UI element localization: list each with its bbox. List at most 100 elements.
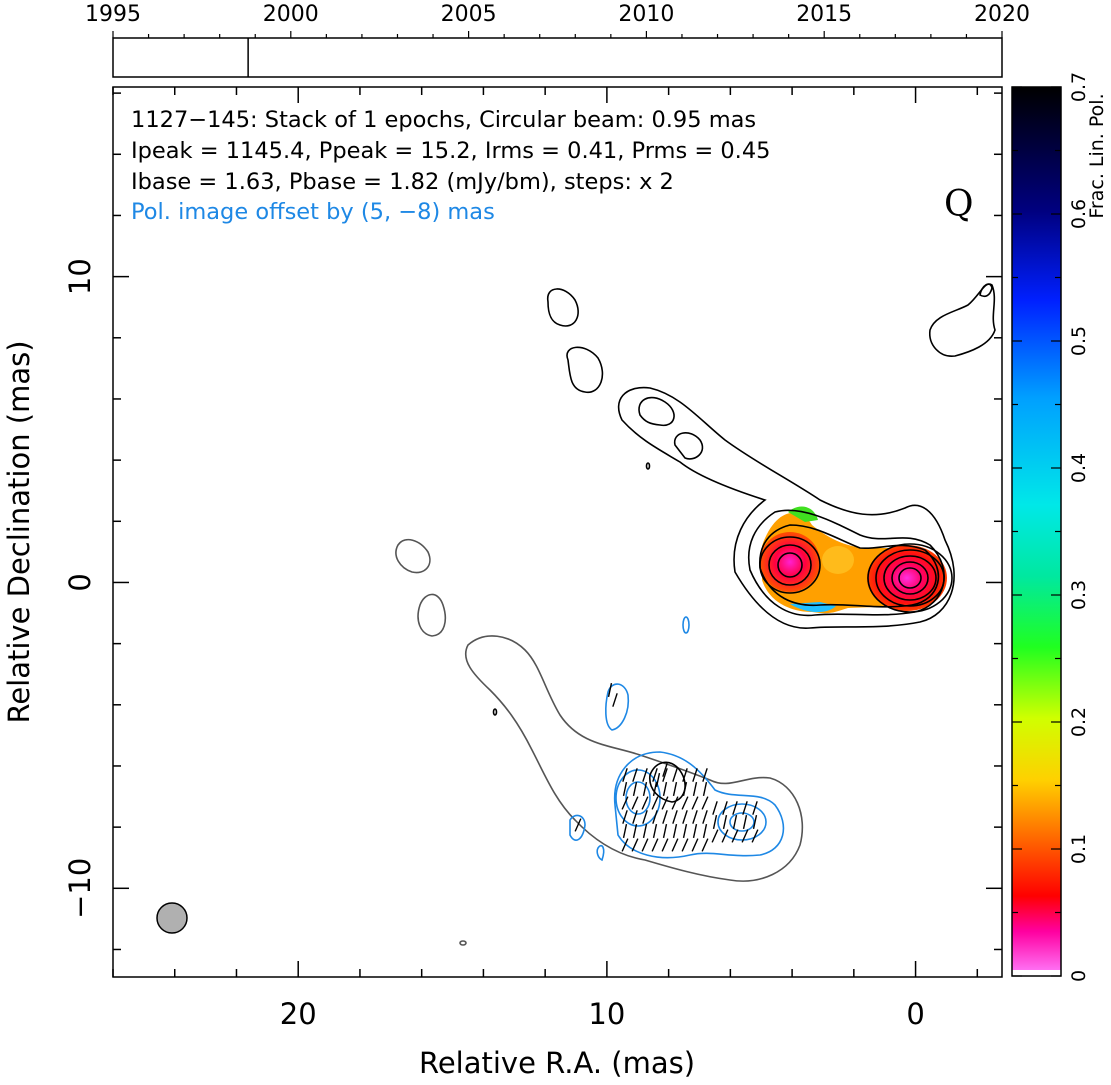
colorbar-tick-label: 0.1 [1068, 834, 1090, 864]
colorbar-tick-label: 0.4 [1068, 453, 1090, 483]
evpa-vector [712, 815, 718, 829]
colorbar-label: Frac. Lin. Pol. [1086, 93, 1108, 218]
i-contour-core-5 [898, 567, 922, 589]
timeline-labels: 1995 2000 2005 2010 2015 2020 [85, 2, 1030, 27]
timeline-box [112, 37, 1003, 78]
timeline-year-label: 2015 [796, 2, 852, 27]
i-contour-ne-tip [979, 283, 993, 298]
offset-i-contour-speck [459, 940, 467, 946]
stokes-i-contours [492, 283, 996, 716]
evpa-vector [662, 763, 668, 777]
offset-i-contours [395, 538, 804, 946]
evpa-vector [662, 782, 668, 796]
evpa-vector [642, 782, 648, 796]
i-contour-speck-1 [645, 462, 651, 470]
colorbar-tick-label: 0 [1068, 970, 1090, 982]
evpa-vector [681, 838, 689, 852]
colorbar: 0 0.1 0.2 0.3 0.4 0.5 0.6 0.7 Frac. Lin. Pol. [1011, 72, 1108, 982]
evpa-vector [651, 838, 659, 852]
i-contour-speck-2 [492, 708, 498, 716]
i-contour-knot-3 [777, 552, 803, 578]
x-tick-label: 10 [588, 997, 625, 1031]
evpa-vector [672, 782, 678, 796]
evpa-vector [574, 818, 582, 832]
evpa-vector [622, 768, 628, 782]
evpa-vector [607, 683, 613, 697]
evpa-vector [641, 796, 649, 810]
beam-ellipse [156, 902, 188, 934]
evpa-vector [682, 768, 688, 782]
evpa-vector [642, 768, 648, 782]
y-tick-label: 10 [63, 258, 97, 295]
evpa-vector [642, 810, 648, 824]
evpa-vector [702, 782, 708, 796]
y-tick-labels: 10 0 −10 [63, 258, 97, 919]
evpa-vector [702, 810, 708, 824]
pol-contour-right-1 [717, 803, 767, 841]
evpa-vector [752, 815, 758, 829]
pol-contour-right-2 [729, 812, 755, 832]
colorbar-tick-labels: 0 0.1 0.2 0.3 0.4 0.5 0.6 0.7 [1068, 72, 1090, 982]
x-tick-labels: 20 10 0 [280, 997, 925, 1031]
i-contour-jet-blob-2 [674, 432, 704, 460]
frac-pol-knot [760, 532, 820, 592]
evpa-vector [612, 693, 618, 707]
timeline-panel: 1995 2000 2005 2010 2015 2020 [85, 2, 1030, 78]
timeline-year-label: 1995 [85, 2, 141, 27]
colorbar-white-bottom [1012, 970, 1061, 976]
evpa-vector [722, 815, 728, 829]
evpa-vector [711, 829, 719, 843]
evpa-vector [662, 824, 668, 838]
evpa-vector [642, 824, 648, 838]
frac-pol-image [760, 506, 947, 614]
evpa-vector [691, 838, 699, 852]
colorbar-tick-label: 0.6 [1068, 199, 1090, 229]
colorbar-tick-label: 0.5 [1068, 326, 1090, 356]
evpa-vector [672, 768, 678, 782]
i-contour-core-4 [891, 561, 929, 595]
pol-contour-left-2 [625, 781, 651, 815]
evpa-vector [621, 796, 629, 810]
evpa-vector [652, 824, 658, 838]
i-contour-core-3 [883, 555, 937, 601]
evpa-vector [692, 824, 698, 838]
x-axis-label: Relative R.A. (mas) [419, 1046, 695, 1080]
evpa-vector [652, 768, 658, 782]
evpa-vector [732, 801, 738, 815]
pol-contour-island-2 [569, 814, 586, 841]
evpa-vector [672, 824, 678, 838]
timeline-year-label: 2010 [618, 2, 674, 27]
colorbar-fill [1012, 87, 1061, 976]
i-contour-knot-2 [768, 544, 812, 586]
header-line3: Ibase = 1.63, Pbase = 1.82 (mJy/bm), ste… [131, 169, 674, 195]
evpa-vector [622, 810, 628, 824]
offset-i-contour-blob-1 [395, 538, 431, 574]
i-contour-jet-blob-1 [638, 396, 675, 427]
evpa-vector [632, 824, 638, 838]
evpa-vector [692, 768, 698, 782]
evpa-vector [651, 796, 659, 810]
axis-ticks [112, 87, 1002, 977]
evpa-vector [702, 824, 708, 838]
evpa-vector [662, 768, 668, 782]
evpa-vector [712, 801, 718, 815]
timeline-year-label: 2020 [974, 2, 1030, 27]
i-contour-core-1 [867, 543, 953, 613]
evpa-vector [672, 810, 678, 824]
evpa-vector [652, 810, 658, 824]
evpa-vector [631, 796, 639, 810]
evpa-vector [631, 838, 639, 852]
x-tick-label: 0 [906, 997, 924, 1031]
evpa-vector [752, 801, 758, 815]
pol-contour-island-1 [605, 683, 630, 731]
y-axis-label: Relative Declination (mas) [2, 340, 36, 723]
evpa-vector [692, 782, 698, 796]
evpa-vector [742, 815, 748, 829]
timeline-year-label: 2005 [441, 2, 497, 27]
evpa-vector [621, 838, 629, 852]
evpa-vector [661, 796, 669, 810]
colorbar-tick-label: 0.2 [1068, 707, 1090, 737]
x-tick-label: 20 [280, 997, 317, 1031]
evpa-vector [632, 782, 638, 796]
